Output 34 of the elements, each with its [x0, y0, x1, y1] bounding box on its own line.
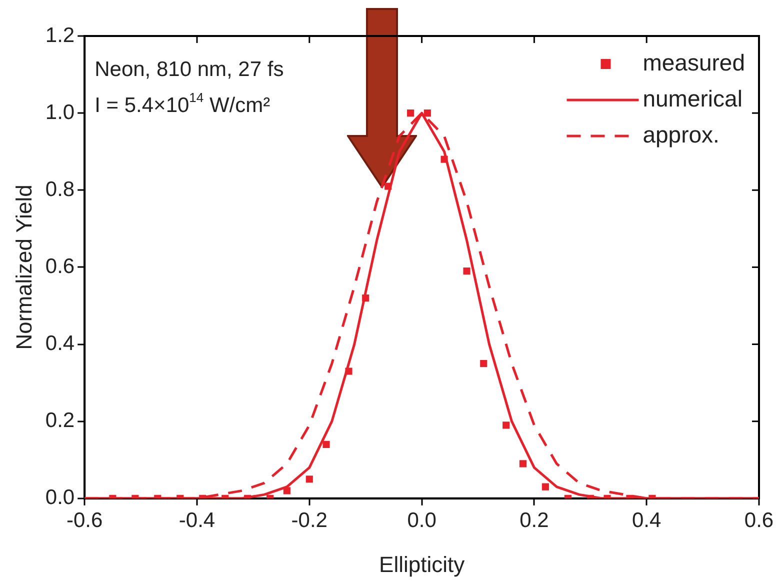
- point: [463, 268, 470, 275]
- point: [424, 110, 431, 117]
- y-tick-label: 0.6: [45, 254, 75, 278]
- x-tick-label: -0.4: [178, 508, 216, 532]
- point: [306, 476, 313, 483]
- x-tick-label: 0.6: [744, 508, 774, 532]
- y-tick-label: 0.4: [45, 332, 75, 356]
- y-tick-label: 1.0: [45, 100, 75, 124]
- y-tick-label: 0.8: [45, 178, 75, 201]
- y-tick-label: 0.0: [45, 486, 75, 510]
- point: [345, 368, 352, 375]
- point: [440, 156, 448, 163]
- point: [502, 422, 510, 429]
- legend-label: measured: [642, 49, 746, 76]
- x-tick-label: -0.2: [291, 508, 328, 532]
- point: [407, 110, 414, 117]
- legend-label: numerical: [642, 85, 742, 112]
- x-tick-label: 0.4: [632, 508, 662, 532]
- x-tick-label: 0.2: [520, 508, 549, 532]
- y-tick-label: 0.2: [45, 409, 75, 432]
- y-axis-title: Normalized Yield: [11, 184, 36, 350]
- annotation: Neon, 810 nm, 27 fs: [94, 58, 284, 81]
- x-axis-title: Ellipticity: [379, 552, 465, 577]
- point: [384, 182, 392, 190]
- point: [519, 460, 526, 468]
- point: [362, 294, 370, 302]
- point: [480, 360, 488, 368]
- point: [322, 440, 330, 448]
- x-tick-label: -0.6: [66, 508, 103, 532]
- y-tick-label: 1.2: [45, 24, 75, 47]
- point: [542, 483, 549, 490]
- x-tick-label: 0.0: [407, 508, 436, 532]
- legend-label: approx.: [642, 121, 720, 148]
- point: [283, 487, 290, 494]
